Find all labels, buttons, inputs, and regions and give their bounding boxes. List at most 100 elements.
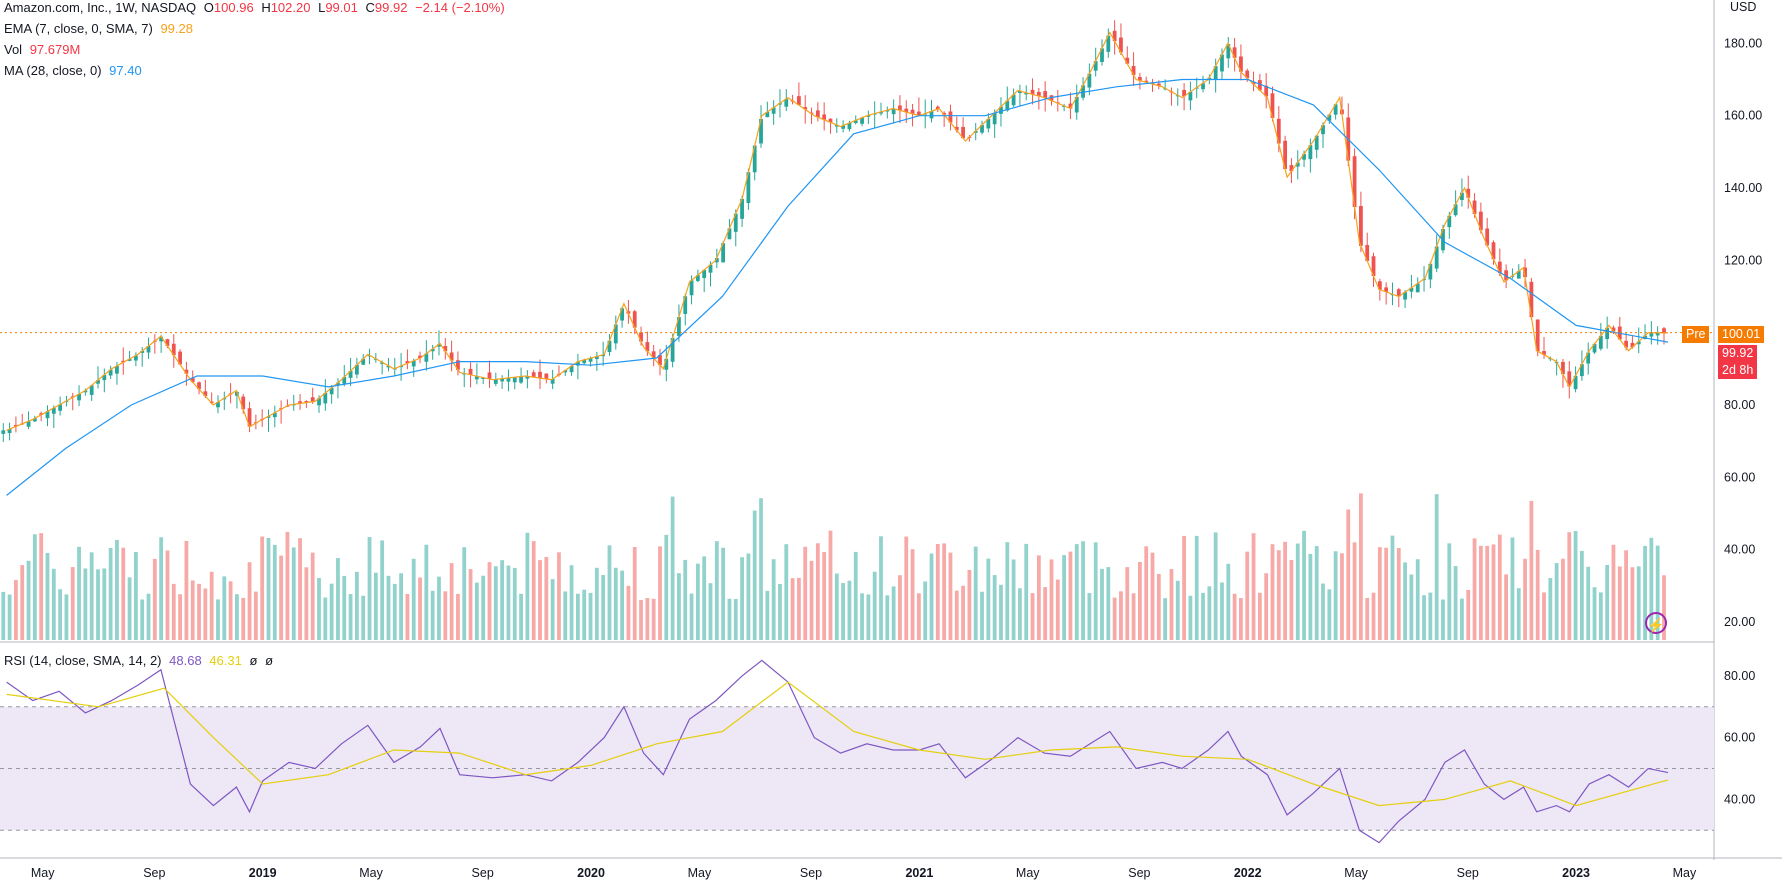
- volume-bar: [809, 560, 814, 640]
- price-tick-label: 40.00: [1724, 543, 1755, 557]
- volume-bar: [146, 593, 151, 640]
- candle-body: [1573, 375, 1578, 390]
- volume-bar: [1365, 597, 1370, 640]
- symbol-line: Amazon.com, Inc., 1W, NASDAQ: [4, 0, 197, 15]
- volume-bar: [1201, 592, 1205, 640]
- volume-bar: [632, 547, 637, 640]
- volume-bar: [588, 592, 593, 640]
- volume-bar: [348, 594, 353, 640]
- candle-body: [1245, 70, 1250, 79]
- volume-bar: [1643, 545, 1647, 640]
- rsi-legend[interactable]: RSI (14, close, SMA, 14, 2) 48.68 46.31 …: [4, 653, 277, 669]
- candle-body: [304, 401, 309, 403]
- volume-bar: [1093, 542, 1098, 640]
- candle-body: [803, 107, 808, 110]
- candle-body: [77, 393, 81, 401]
- volume-bar: [853, 551, 858, 640]
- volume-bar: [291, 547, 296, 640]
- ema-legend[interactable]: EMA (7, close, 0, SMA, 7) 99.28: [4, 21, 197, 37]
- ma-legend[interactable]: MA (28, close, 0) 97.40: [4, 63, 146, 79]
- candle-body: [607, 340, 612, 353]
- candle-body: [1137, 77, 1142, 81]
- price-tick-label: 20.00: [1724, 615, 1755, 629]
- candle-body: [474, 376, 479, 380]
- candle-body: [721, 243, 726, 263]
- volume-bar: [266, 537, 271, 640]
- candle-body: [247, 408, 252, 427]
- volume-bar: [999, 584, 1003, 640]
- candle-body: [1384, 287, 1389, 292]
- volume-bar: [1497, 534, 1502, 640]
- candle-body: [481, 377, 486, 379]
- volume-bar: [1617, 566, 1622, 640]
- volume-bar: [487, 562, 492, 640]
- volume-bar: [1611, 544, 1616, 640]
- candle-body: [683, 296, 688, 314]
- candle-body: [45, 411, 50, 419]
- volume-bar: [1371, 592, 1376, 640]
- volume-bar: [20, 565, 25, 640]
- volume-bar: [241, 597, 246, 640]
- candle-body: [664, 358, 669, 370]
- volume-bar: [1283, 541, 1288, 640]
- volume-bar: [96, 569, 100, 640]
- volume-bar: [1396, 548, 1401, 640]
- candle-body: [361, 358, 366, 365]
- candle-body: [1295, 162, 1300, 167]
- candle-body: [973, 131, 978, 133]
- volume-bar: [1649, 537, 1654, 640]
- candle-body: [1119, 37, 1123, 53]
- volume-bar: [83, 568, 88, 640]
- candle-body: [1074, 96, 1079, 113]
- rsi-tick-label: 60.00: [1724, 731, 1755, 745]
- candle-body: [746, 172, 751, 204]
- volume-bar: [70, 567, 75, 640]
- candle-body: [1226, 43, 1231, 59]
- last-price-tag: 99.92: [1718, 345, 1758, 362]
- time-tick-label: 2019: [249, 866, 277, 880]
- candle-body: [582, 359, 587, 364]
- candle-body: [1276, 118, 1281, 144]
- candle-body: [1289, 165, 1294, 172]
- volume-bar: [708, 583, 713, 640]
- volume-bar: [1125, 567, 1130, 640]
- volume-bar: [1131, 593, 1136, 640]
- volume-bar: [891, 586, 896, 640]
- candle-body: [752, 145, 757, 173]
- candle-body: [708, 264, 713, 273]
- volume-bar: [961, 585, 965, 640]
- volume-bar: [121, 547, 126, 640]
- candle-body: [493, 379, 498, 384]
- candle-body: [594, 356, 599, 360]
- time-tick-label: 2020: [577, 866, 605, 880]
- volume-bar: [670, 496, 675, 640]
- pre-price-tag: 100.01: [1718, 326, 1765, 343]
- candle-body: [961, 126, 965, 139]
- candle-body: [165, 339, 170, 346]
- volume-bar: [973, 546, 978, 640]
- volume-bar: [424, 544, 429, 640]
- volume-bar: [1081, 541, 1085, 640]
- candle-body: [241, 396, 246, 410]
- rsi-value: 48.68: [169, 653, 202, 668]
- vol-legend[interactable]: Vol 97.679M: [4, 42, 84, 58]
- volume-bar: [140, 599, 145, 640]
- candle-body: [727, 228, 732, 240]
- volume-bar: [159, 537, 164, 640]
- candle-body: [1018, 90, 1022, 93]
- candle-body: [1567, 371, 1572, 387]
- volume-bar: [1011, 559, 1016, 640]
- volume-bar: [165, 550, 170, 640]
- volume-bar: [462, 547, 467, 640]
- candle-body: [354, 364, 359, 375]
- volume-bar: [386, 575, 391, 640]
- candle-body: [83, 390, 88, 393]
- volume-bar: [171, 583, 176, 640]
- lightning-icon[interactable]: ⚡: [1645, 612, 1667, 634]
- candle-body: [171, 343, 176, 356]
- candle-body: [1011, 94, 1016, 106]
- volume-bar: [677, 573, 681, 640]
- volume-bar: [1655, 545, 1660, 640]
- low-label: L: [318, 0, 326, 15]
